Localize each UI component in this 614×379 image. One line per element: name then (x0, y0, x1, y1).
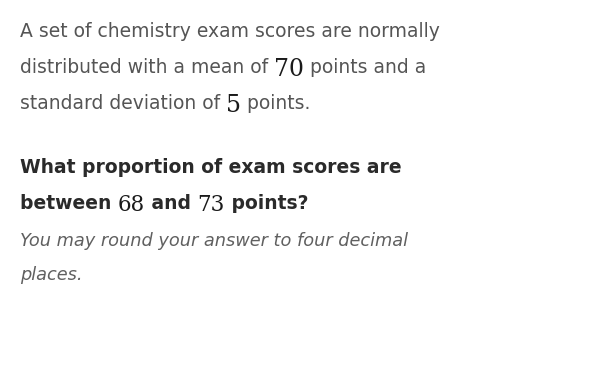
Text: points.: points. (241, 94, 311, 113)
Text: 70: 70 (274, 58, 304, 81)
Text: 68: 68 (118, 194, 145, 216)
Text: 73: 73 (198, 194, 225, 216)
Text: 5: 5 (226, 94, 241, 117)
Text: points and a: points and a (304, 58, 426, 77)
Text: and: and (145, 194, 198, 213)
Text: A set of chemistry exam scores are normally: A set of chemistry exam scores are norma… (20, 22, 440, 41)
Text: points?: points? (225, 194, 308, 213)
Text: distributed with a mean of: distributed with a mean of (20, 58, 274, 77)
Text: between: between (20, 194, 118, 213)
Text: places.: places. (20, 266, 82, 284)
Text: What proportion of exam scores are: What proportion of exam scores are (20, 158, 402, 177)
Text: You may round your answer to four decimal: You may round your answer to four decima… (20, 232, 408, 250)
Text: standard deviation of: standard deviation of (20, 94, 226, 113)
